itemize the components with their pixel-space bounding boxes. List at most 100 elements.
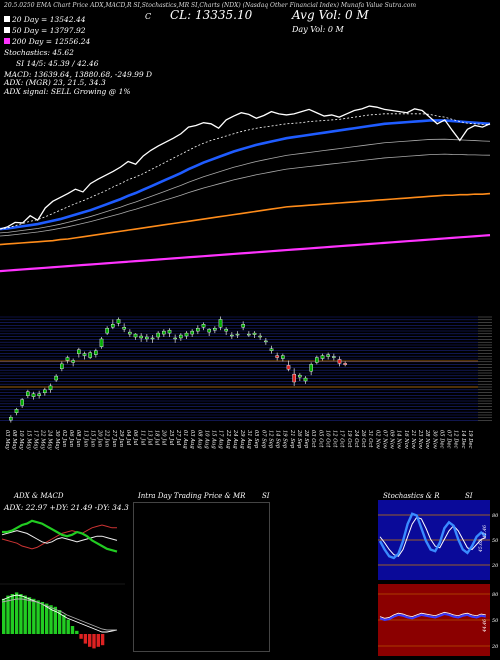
candle-body	[99, 338, 104, 347]
date-tick-label: 05 Sep	[253, 430, 259, 449]
series-line-20-day	[0, 113, 490, 230]
candle-body	[309, 364, 313, 372]
candle-body	[20, 399, 24, 406]
rsi-value-label: 44.46	[482, 619, 488, 633]
day-vol-label: Day Vol: 0 M	[292, 25, 344, 34]
date-tick-label: 15 Aug	[211, 430, 217, 449]
candlestick-chart	[0, 316, 492, 423]
macd-histogram-bar	[100, 634, 105, 646]
candle-body	[60, 363, 64, 369]
stoch-tick-label: 50	[492, 538, 499, 544]
date-tick-label: 19 Sep	[282, 430, 288, 449]
adx-macd-title: ADX & MACD	[14, 492, 64, 500]
candle-body	[9, 416, 13, 421]
macd-histogram-bar	[79, 634, 83, 639]
date-tick-label: 18 Jul	[154, 430, 160, 446]
macd-histogram-bar	[45, 603, 49, 634]
adx-values: ADX: 22.97 +DY: 21.49 -DY: 34.3	[4, 503, 129, 512]
date-tick-label: 26 Sep	[296, 429, 302, 449]
candle-body	[105, 327, 109, 334]
candle-body	[145, 336, 149, 340]
candle-body	[269, 348, 274, 351]
macd-histogram-bar	[23, 595, 27, 634]
date-tick-label: 19 Dec	[467, 430, 473, 448]
rsi-tick-label: 50	[492, 618, 499, 624]
date-tick-label: 17 Oct	[339, 430, 345, 448]
date-tick-label: 13 Jun	[82, 430, 88, 447]
stoch-value-label: 45.62	[478, 539, 484, 553]
date-tick-label: 16 Nov	[403, 430, 409, 449]
rsi-panel: 80 50 20 44.46	[378, 584, 499, 656]
candle-body	[196, 327, 200, 332]
date-tick-label: 15 May	[25, 430, 31, 450]
macd-histogram-bar	[19, 594, 23, 634]
candle-body	[332, 356, 336, 358]
macd-histogram-bar	[49, 605, 53, 634]
macd-histogram-bar	[14, 592, 19, 634]
macd-line	[1, 594, 118, 633]
candle-body	[128, 331, 132, 335]
candle-body	[337, 359, 342, 364]
candle-body	[133, 333, 138, 338]
candle-body	[14, 409, 19, 413]
macd-histogram-bar	[88, 634, 92, 647]
date-tick-label: 23 Nov	[417, 429, 423, 449]
adx-line	[1, 530, 118, 544]
macd-histogram-bar	[57, 610, 62, 634]
macd-histogram-bar	[62, 614, 66, 634]
candle-body	[167, 329, 172, 334]
legend-swatch	[4, 27, 10, 33]
date-tick-label: 10 Oct	[324, 430, 330, 448]
date-tick-label: 05 Oct	[317, 430, 323, 448]
candle-body	[241, 324, 245, 328]
legend-text: 20 Day = 13542.44	[12, 15, 86, 24]
candle-body	[298, 374, 302, 378]
date-tick-label: 17 May	[32, 430, 38, 450]
series-line-close	[0, 105, 491, 230]
candle-body	[31, 393, 36, 397]
date-tick-label: 08 Aug	[196, 430, 202, 449]
legend-stochastics: Stochastics: 45.62	[4, 48, 74, 57]
legend-ema200: 200 Day = 12556.24	[4, 36, 152, 47]
date-tick-label: 30 May	[54, 430, 60, 450]
candle-body	[292, 373, 296, 383]
date-tick-label: 17 Aug	[218, 430, 224, 449]
macd-histogram-bar	[6, 595, 10, 634]
stoch-title: Stochastics & R	[383, 492, 440, 500]
candle-body	[258, 335, 262, 338]
date-tick-label: 05 Dec	[438, 430, 444, 448]
date-tick-label: 14 Sep	[275, 430, 281, 449]
macd-histogram-bar	[32, 598, 36, 634]
candle-body	[179, 334, 183, 339]
stoch-si-title: SI	[465, 492, 473, 500]
date-tick-label: 04 Jul	[125, 430, 131, 446]
date-tick-label: 10 May	[18, 430, 24, 450]
date-tick-label: 06 Jul	[132, 430, 138, 446]
candle-body	[207, 328, 211, 333]
candle-body	[54, 375, 58, 381]
stoch-value-label: 42.46	[482, 525, 488, 539]
date-tick-label: 07 Nov	[381, 430, 387, 449]
date-tick-label: 27 Jul	[175, 429, 181, 446]
candle-body	[26, 391, 30, 396]
date-tick-label: 22 Jun	[104, 429, 110, 447]
avg-vol-label: Avg Vol: 0 M	[292, 8, 369, 22]
adx-line-1: ADX: (MGR) 23, 21.5, 34.3	[4, 78, 106, 87]
date-tick-label: 24 May	[47, 429, 53, 450]
date-tick-label: 06 Jun	[68, 430, 74, 447]
candle-body	[139, 335, 143, 339]
macd-histogram-bar	[36, 600, 40, 634]
candle-body	[71, 360, 75, 363]
candle-body	[150, 337, 155, 340]
date-tick-label: 12 Sep	[267, 430, 273, 449]
rsi-tick-label: 20	[491, 644, 499, 650]
series-line-200-day	[0, 192, 491, 246]
legend-si: SI 14/5: 45.39 / 42.46	[16, 59, 99, 68]
date-tick-label: 14 Nov	[396, 430, 402, 449]
date-tick-label: 07 Sep	[260, 430, 266, 449]
close-mark: C	[145, 12, 152, 21]
candle-body	[264, 340, 268, 343]
date-tick-label: 08 May	[11, 430, 17, 450]
macd-histogram-bar	[10, 594, 14, 634]
